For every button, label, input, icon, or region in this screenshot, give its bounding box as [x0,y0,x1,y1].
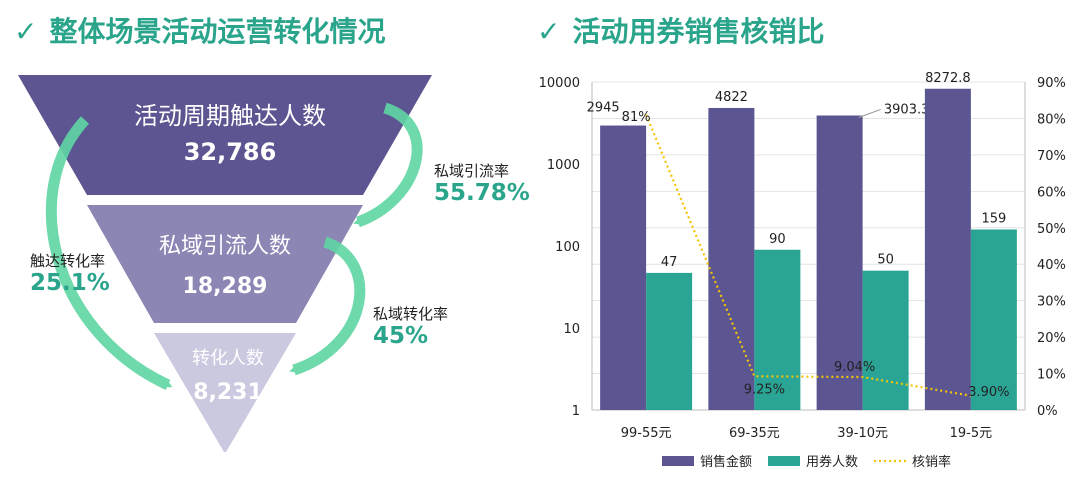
flow-arrow-icon [289,236,366,376]
sales-amount-bar [924,88,971,410]
y-right-tick-label: 0% [1037,404,1058,419]
rate-name-reach-conversion: 触达转化率 [30,252,106,270]
y-right-tick-label: 40% [1037,258,1066,273]
y-right-tick-label: 30% [1037,295,1066,310]
x-tick-label: 99-55元 [621,426,672,441]
y-right-tick-label: 10% [1037,368,1066,383]
funnel-stage-2-value: 18,289 [183,274,268,299]
funnel-stage-1-label: 活动周期触达人数 [134,102,326,130]
y-left-tick-label: 10000 [539,76,580,91]
funnel-stage-3-value: 8,231 [193,380,263,405]
sales-amount-bar [816,115,863,411]
legend-label: 用券人数 [806,454,858,470]
legend-swatch [662,456,694,466]
coupon-users-data-label: 47 [661,255,678,270]
flow-arrow-icon [353,102,423,228]
coupon-users-bar [862,270,909,410]
rate-value-reach-conversion: 25.1% [30,270,110,296]
data-label-leader-line [858,109,881,118]
y-right-tick-label: 80% [1037,112,1066,127]
y-left-tick-label: 100 [555,240,580,255]
legend-swatch [768,456,800,466]
legend-label: 销售金额 [700,454,752,470]
rate-name-private-traffic: 私域引流率 [434,162,510,180]
flow-arrow-icon [45,116,173,390]
funnel-stage-1-value: 32,786 [184,138,277,166]
sales-amount-bar [600,125,647,410]
funnel-stage-2-label: 私域引流人数 [159,234,291,259]
chart-title-text: 活动用券销售核销比 [572,15,825,48]
funnel-diagram: 活动周期触达人数 32,786 私域引流人数 18,289 转化人数 8,231 [18,75,432,452]
check-icon: ✓ [537,15,561,48]
rate-name-private-conversion: 私域转化率 [373,305,449,323]
funnel-stage-1 [18,75,432,195]
rate-value-private-conversion: 45% [373,323,429,349]
legend-label: 核销率 [912,454,951,470]
verification-rate-data-label: 3.90% [968,385,1009,400]
y-left-tick-label: 10 [563,322,580,337]
verification-rate-data-label: 9.25% [744,382,785,397]
sales-amount-data-label: 8272.8 [925,71,971,86]
y-left-tick-label: 1000 [547,158,580,173]
verification-rate-data-label: 9.04% [834,360,875,375]
x-tick-label: 19-5元 [950,426,993,441]
funnel-title-text: 整体场景活动运营转化情况 [49,15,386,48]
sales-amount-data-label: 3903.3 [884,103,930,118]
check-icon: ✓ [14,15,38,48]
verification-rate-line [645,114,972,397]
coupon-users-bar [970,229,1017,410]
sales-amount-bar [708,107,755,410]
y-right-tick-label: 50% [1037,222,1066,237]
coupon-users-data-label: 90 [769,232,786,247]
y-right-tick-label: 70% [1037,149,1066,164]
sales-amount-data-label: 4822 [715,90,748,105]
chart-title: ✓ 活动用券销售核销比 [537,10,824,50]
funnel-title: ✓ 整体场景活动运营转化情况 [14,10,385,50]
x-tick-label: 39-10元 [837,426,888,441]
coupon-users-bar [754,249,801,410]
x-tick-label: 69-35元 [729,426,780,441]
sales-amount-data-label: 2945 [587,101,620,116]
rate-value-private-traffic: 55.78% [434,180,530,206]
funnel-stage-3 [154,333,296,452]
coupon-users-bar [646,272,693,410]
y-right-tick-label: 20% [1037,331,1066,346]
y-left-tick-label: 1 [572,404,580,419]
verification-rate-data-label: 81% [622,110,651,125]
coupon-users-data-label: 50 [877,253,894,268]
y-right-tick-label: 90% [1037,76,1066,91]
funnel-stage-2 [87,205,363,323]
y-right-tick-label: 60% [1037,185,1066,200]
coupon-users-data-label: 159 [981,211,1006,226]
funnel-stage-3-label: 转化人数 [192,348,264,369]
